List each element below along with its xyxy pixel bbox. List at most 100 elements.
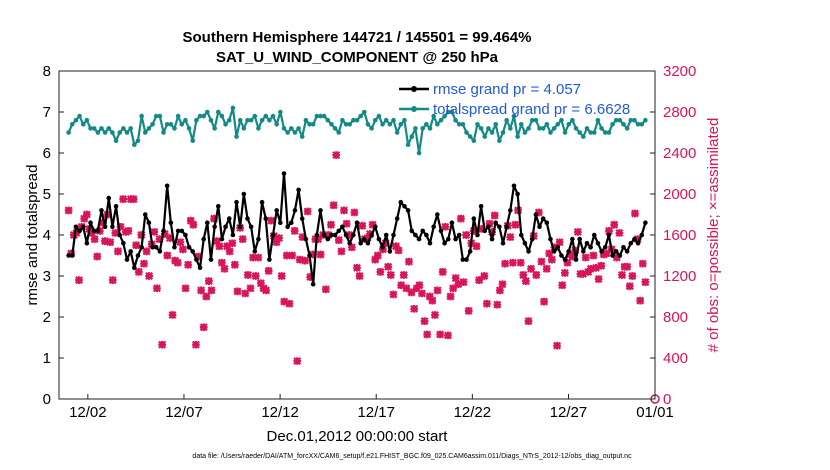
obs-marker xyxy=(542,264,551,273)
obs-marker xyxy=(155,235,164,244)
obs-marker xyxy=(573,227,582,236)
obs-marker xyxy=(586,264,595,273)
legend: rmse grand pr = 4.057 totalspread grand … xyxy=(399,81,630,118)
obs-marker xyxy=(132,241,141,250)
spread-point xyxy=(475,122,480,127)
obs-marker xyxy=(228,239,237,248)
rmse-point xyxy=(540,216,546,221)
spread-point xyxy=(515,134,520,139)
obs-marker xyxy=(334,236,343,245)
spread-point xyxy=(427,126,433,131)
spread-point xyxy=(362,109,367,115)
rmse-point xyxy=(511,183,517,189)
obs-marker xyxy=(178,245,187,254)
rmse-point xyxy=(566,249,572,254)
spread-point xyxy=(471,138,477,143)
rmse-point xyxy=(336,228,342,234)
spread-point xyxy=(121,126,126,131)
obs-marker xyxy=(501,259,510,268)
spread-point xyxy=(464,130,469,135)
rmse-point xyxy=(358,240,363,246)
rmse-point xyxy=(77,228,82,234)
spread-point xyxy=(124,130,130,135)
obs-marker xyxy=(553,341,562,350)
spread-point xyxy=(383,117,389,123)
obs-marker xyxy=(464,306,473,315)
rmse-point xyxy=(321,232,327,238)
spread-point xyxy=(595,117,601,123)
obs-marker xyxy=(256,279,265,288)
obs-marker xyxy=(111,228,120,237)
spread-point xyxy=(394,130,400,135)
obs-marker xyxy=(217,258,226,267)
obs-marker xyxy=(106,238,115,247)
rmse-point xyxy=(256,236,261,242)
obs-marker xyxy=(298,233,307,242)
obs-marker xyxy=(451,274,460,283)
spread-point xyxy=(245,117,250,123)
obs-marker xyxy=(72,228,81,237)
rmse-point xyxy=(420,228,426,234)
spread-point xyxy=(643,117,648,123)
rmse-point xyxy=(559,253,564,258)
spread-point xyxy=(281,126,287,131)
obs-marker xyxy=(579,269,588,278)
spread-point xyxy=(99,126,104,131)
spread-point xyxy=(161,130,166,135)
spread-point xyxy=(453,117,458,123)
x-axis-ticks: 12/02 12/07 12/12 12/17 12/22 12/27 01/01 xyxy=(69,394,674,421)
obs-marker xyxy=(436,330,445,339)
spread-point xyxy=(332,126,338,131)
rmse-point xyxy=(234,199,239,205)
rmse-point xyxy=(146,220,152,225)
obs-marker xyxy=(641,278,650,287)
spread-point xyxy=(529,117,535,123)
obs-marker xyxy=(376,267,385,276)
spread-point xyxy=(351,117,356,123)
spread-point xyxy=(336,130,342,135)
spread-point xyxy=(157,113,163,119)
obs-marker xyxy=(472,242,481,251)
obs-marker xyxy=(519,270,528,279)
obs-marker xyxy=(93,252,102,261)
obs-marker xyxy=(524,317,533,326)
obs-marker xyxy=(521,277,530,286)
x-tick-label: 12/22 xyxy=(454,404,492,421)
rmse-point xyxy=(522,240,528,246)
rmse-point xyxy=(456,232,462,238)
rmse-point xyxy=(99,208,104,213)
obs-marker xyxy=(404,257,413,266)
plot-area xyxy=(58,70,660,404)
spread-point xyxy=(201,113,206,119)
obs-marker xyxy=(433,286,442,295)
rmse-point xyxy=(602,245,608,250)
x-tick-label: 01/01 xyxy=(636,404,674,421)
rmse-point xyxy=(610,253,615,258)
rmse-point xyxy=(431,224,436,230)
spread-point xyxy=(599,126,604,131)
spread-point xyxy=(66,130,71,135)
obs-marker xyxy=(350,208,359,217)
spread-point xyxy=(80,122,86,127)
obs-marker xyxy=(152,284,161,293)
rmse-point xyxy=(194,257,199,262)
rmse-point xyxy=(489,236,495,242)
y2-tick-label: 400 xyxy=(663,350,688,367)
obs-marker xyxy=(407,288,416,297)
spread-point xyxy=(540,126,546,131)
rmse-point xyxy=(405,208,411,213)
rmse-point xyxy=(113,204,119,209)
obs-marker xyxy=(605,226,613,235)
spread-point xyxy=(504,117,509,123)
spread-point xyxy=(237,117,243,123)
rmse-point xyxy=(551,249,557,254)
rmse-point xyxy=(215,204,221,209)
rmse-point xyxy=(562,257,568,262)
rmse-point xyxy=(332,232,338,238)
obs-marker xyxy=(277,272,286,280)
obs-marker xyxy=(430,310,439,319)
obs-marker xyxy=(425,292,434,301)
obs-marker xyxy=(215,242,224,251)
obs-marker xyxy=(160,229,169,238)
obs-marker xyxy=(194,252,203,261)
